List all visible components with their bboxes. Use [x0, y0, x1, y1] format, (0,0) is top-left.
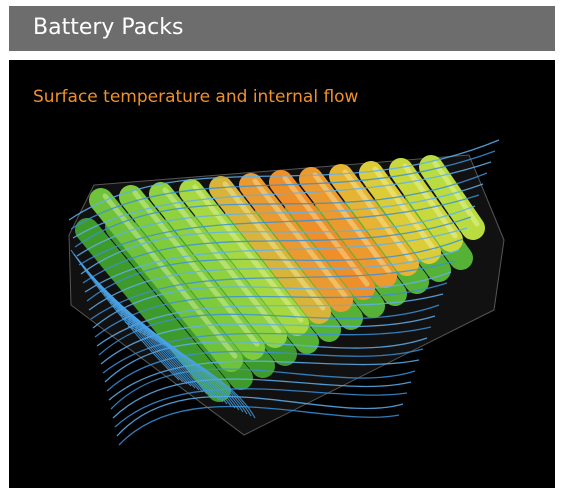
flow-line: [74, 172, 488, 248]
battery-illustration: [68, 139, 505, 446]
flow-line: [78, 194, 480, 266]
flow-line: [80, 205, 476, 275]
flow-line: [86, 238, 464, 302]
flow-line: [108, 359, 420, 401]
flow-line: [68, 139, 500, 221]
flow-line: [84, 227, 468, 293]
flow-line: [118, 405, 400, 446]
flow-line: [70, 150, 496, 230]
flow-line: [82, 216, 472, 284]
image-caption: Surface temperature and internal flow: [33, 87, 359, 107]
flow-line: [94, 282, 448, 338]
flow-line: [100, 315, 436, 365]
cell-highlight: [132, 190, 260, 347]
flow-line: [90, 260, 456, 320]
flow-line: [116, 395, 404, 437]
flow-line: [115, 309, 240, 411]
cell-upper: [179, 179, 309, 336]
flow-line: [112, 305, 236, 409]
flow-line: [109, 301, 232, 407]
header-bar: Battery Packs: [9, 6, 555, 51]
flow-line: [92, 271, 452, 329]
header-title: Battery Packs: [33, 15, 184, 40]
flow-line: [88, 249, 460, 311]
flow-line: [72, 161, 492, 239]
cell-upper: [299, 167, 397, 288]
cell-upper: [329, 164, 419, 276]
flow-line: [127, 325, 256, 419]
image-panel: Surface temperature and internal flow: [9, 60, 555, 488]
flow-line: [102, 326, 432, 374]
cell-highlight: [162, 187, 282, 335]
cell-highlight: [432, 160, 480, 227]
cell-upper: [89, 188, 243, 372]
cell-highlight: [372, 166, 436, 251]
cell-upper: [149, 182, 287, 348]
cell-upper: [269, 170, 375, 300]
flow-lines: [68, 139, 500, 446]
flow-line: [76, 183, 484, 257]
flow-line: [106, 348, 424, 392]
cell-highlight: [192, 184, 304, 323]
flow-line: [112, 378, 412, 419]
flow-line: [70, 249, 180, 381]
flow-line: [114, 388, 408, 428]
flow-line: [104, 337, 428, 383]
flow-line: [110, 368, 416, 410]
